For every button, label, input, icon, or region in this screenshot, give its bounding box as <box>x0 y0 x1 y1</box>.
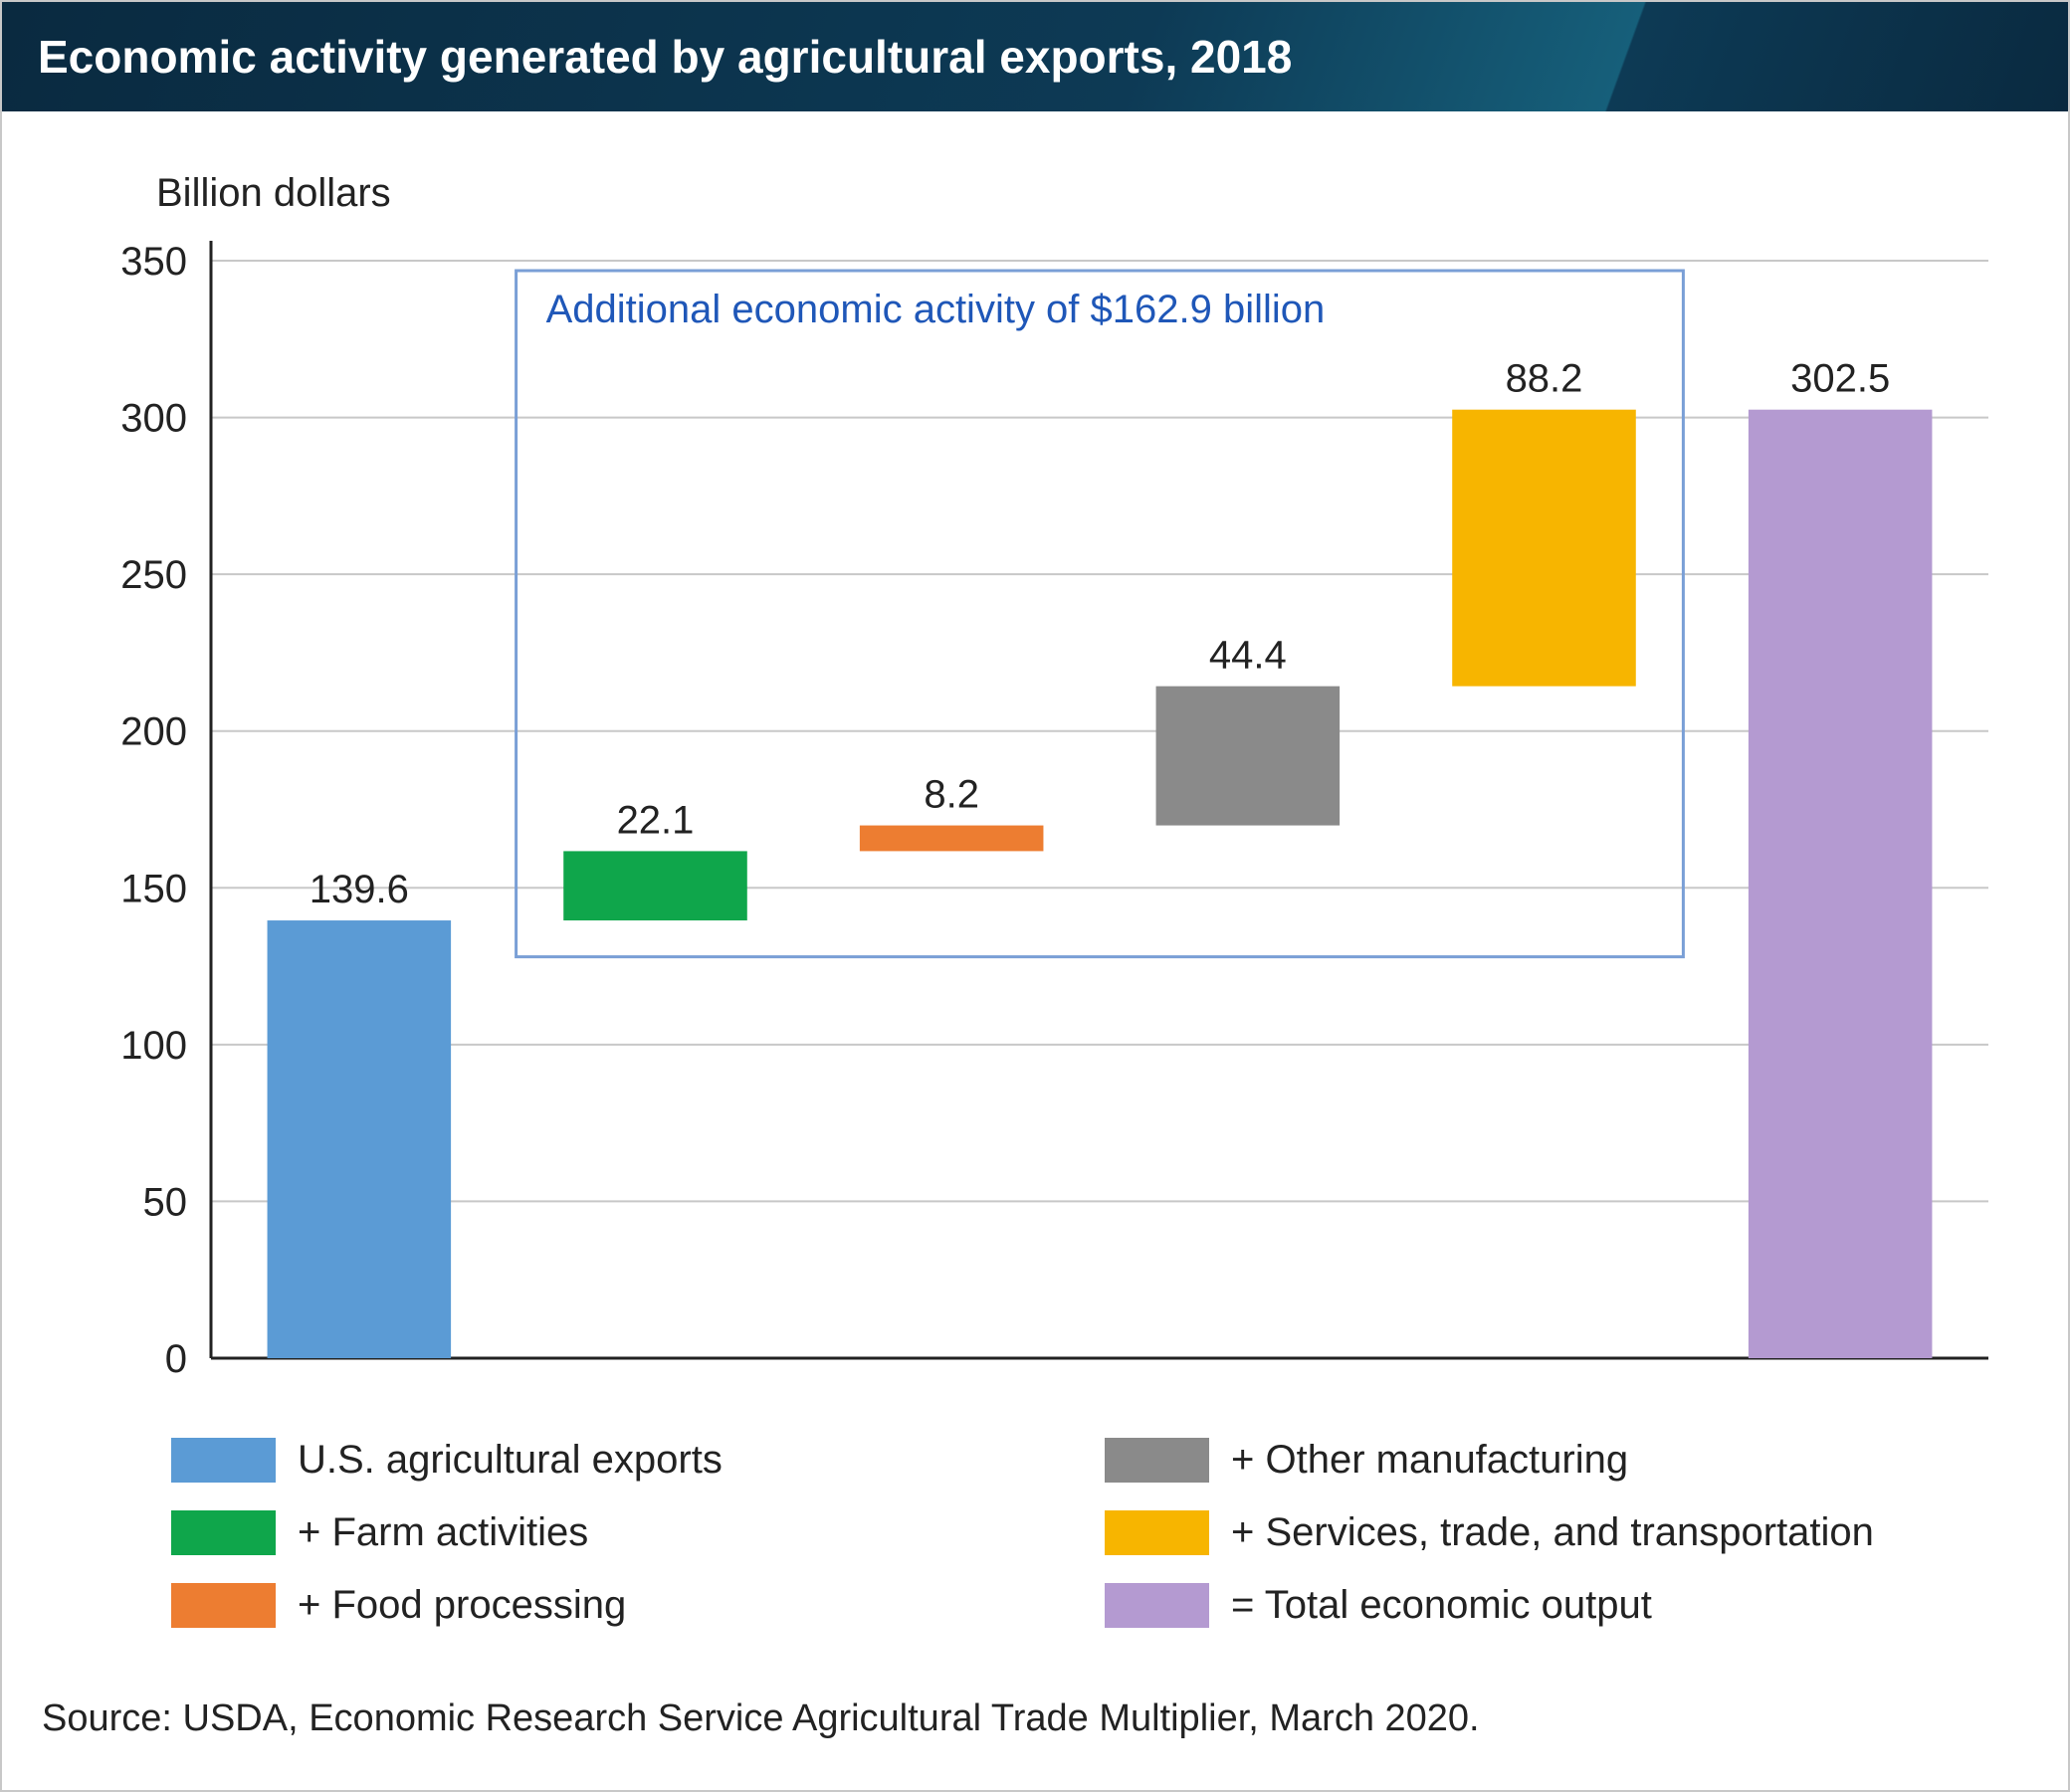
y-axis-tick-label: 0 <box>165 1337 187 1381</box>
source-note: Source: USDA, Economic Research Service … <box>2 1668 2068 1790</box>
bar-value-label: 22.1 <box>617 798 695 842</box>
y-axis-tick-label: 250 <box>120 553 187 597</box>
legend-label: + Other manufacturing <box>1231 1438 1628 1483</box>
chart-area: 0 50 100 150 200 250 300 350 Billion dollars 139.… <box>2 111 2068 1428</box>
legend-swatch <box>171 1583 276 1628</box>
y-axis-tick-label: 50 <box>143 1180 188 1224</box>
chart-container: Economic activity generated by agricultu… <box>0 0 2070 1792</box>
y-axis-tick-label: 150 <box>120 867 187 910</box>
bar-value-label: 302.5 <box>1790 357 1890 401</box>
legend-swatch <box>1105 1510 1209 1555</box>
legend: U.S. agricultural exports + Other manufac… <box>2 1428 2068 1668</box>
bar-value-label: 8.2 <box>924 773 979 817</box>
bar <box>1156 687 1341 826</box>
chart-title: Economic activity generated by agricultu… <box>38 31 1292 83</box>
legend-label: + Food processing <box>298 1583 626 1628</box>
legend-item: + Other manufacturing <box>1105 1438 1978 1483</box>
legend-swatch <box>1105 1438 1209 1483</box>
bar-value-label: 139.6 <box>310 868 409 911</box>
legend-swatch <box>171 1438 276 1483</box>
legend-item: + Food processing <box>171 1583 1045 1628</box>
bar <box>860 826 1044 852</box>
legend-swatch <box>1105 1583 1209 1628</box>
legend-item: = Total economic output <box>1105 1583 1978 1628</box>
legend-item: U.S. agricultural exports <box>171 1438 1045 1483</box>
chart-title-bar: Economic activity generated by agricultu… <box>2 2 2068 111</box>
legend-label: = Total economic output <box>1231 1583 1652 1628</box>
bar <box>563 851 747 920</box>
legend-label: + Services, trade, and transportation <box>1231 1510 1874 1555</box>
legend-label: U.S. agricultural exports <box>298 1438 723 1483</box>
bar <box>268 920 452 1358</box>
callout-text: Additional economic activity of $162.9 b… <box>546 288 1326 331</box>
bar <box>1749 410 1933 1358</box>
waterfall-chart-svg: 0 50 100 150 200 250 300 350 Billion dollars 139.… <box>42 151 2028 1408</box>
y-axis-tick-label: 300 <box>120 397 187 441</box>
bar <box>1452 410 1636 687</box>
y-axis-tick-label: 350 <box>120 240 187 284</box>
legend-item: + Services, trade, and transportation <box>1105 1510 1978 1555</box>
legend-item: + Farm activities <box>171 1510 1045 1555</box>
legend-label: + Farm activities <box>298 1510 588 1555</box>
y-axis-label: Billion dollars <box>156 171 391 215</box>
y-axis-tick-label: 200 <box>120 710 187 754</box>
y-axis-tick-label: 100 <box>120 1024 187 1068</box>
bar-value-label: 88.2 <box>1506 357 1583 401</box>
legend-swatch <box>171 1510 276 1555</box>
bar-value-label: 44.4 <box>1209 634 1287 678</box>
